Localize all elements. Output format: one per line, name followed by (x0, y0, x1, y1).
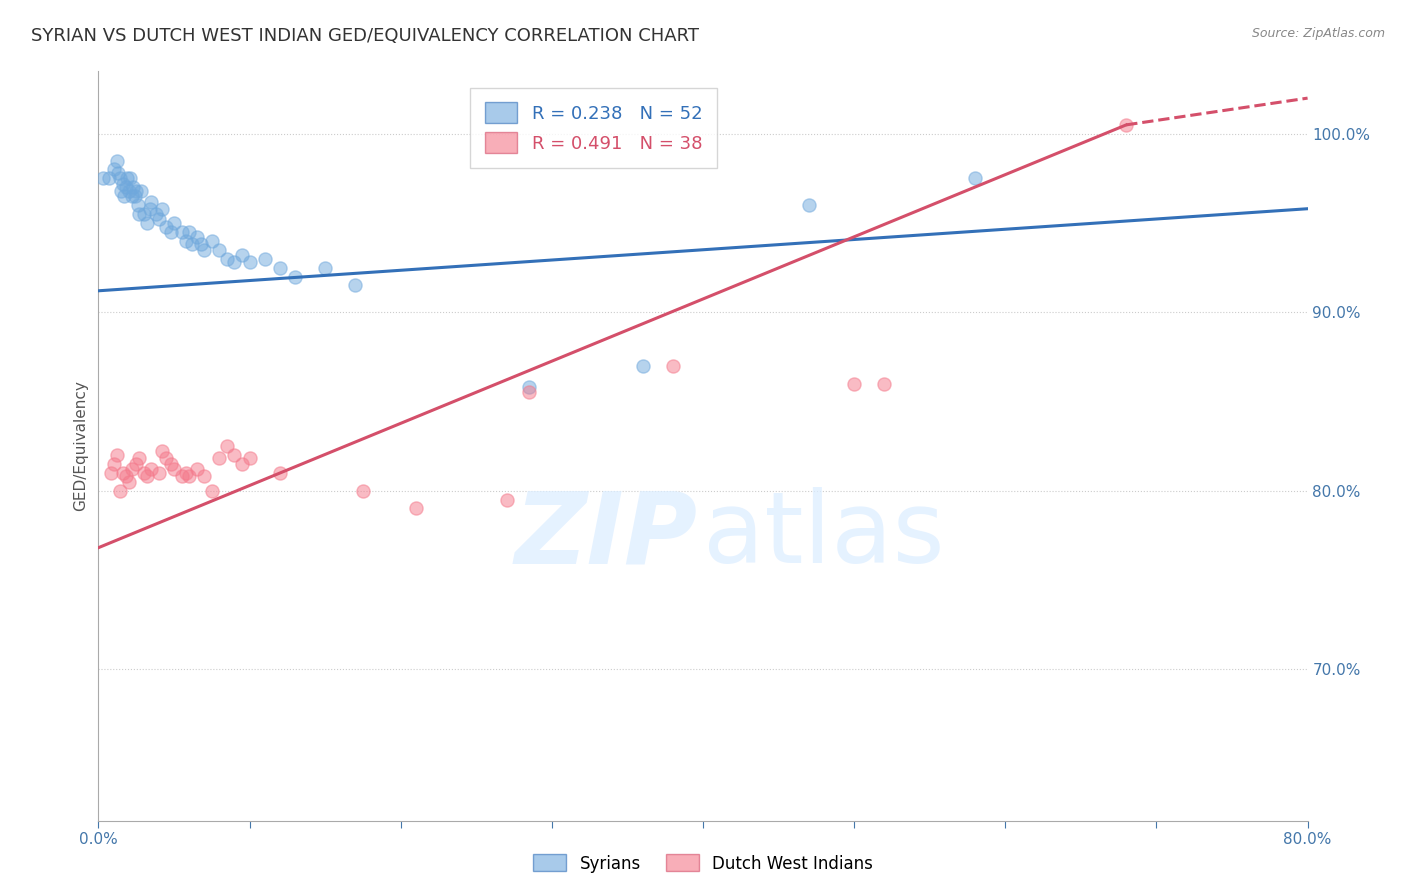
Text: ZIP: ZIP (515, 487, 697, 584)
Point (179, 225, 201, 239)
Point (150, 202, 173, 216)
Point (145, 207, 167, 221)
Text: atlas: atlas (703, 487, 945, 584)
Point (201, 483, 224, 498)
Point (517, 385, 540, 400)
Point (224, 448, 246, 462)
Point (124, 189, 146, 203)
Point (105, 153, 128, 168)
Point (155, 219, 177, 234)
Point (111, 466, 134, 480)
Point (344, 278, 367, 293)
Point (269, 466, 291, 480)
Text: SYRIAN VS DUTCH WEST INDIAN GED/EQUIVALENCY CORRELATION CHART: SYRIAN VS DUTCH WEST INDIAN GED/EQUIVALE… (31, 27, 699, 45)
Point (160, 457, 183, 471)
Point (129, 184, 152, 198)
Point (179, 469, 201, 483)
Point (121, 462, 143, 476)
Point (108, 171, 131, 186)
Point (128, 451, 150, 466)
Point (174, 466, 197, 480)
Point (181, 237, 204, 252)
Point (120, 171, 142, 186)
Point (190, 237, 212, 252)
Point (215, 439, 238, 453)
Point (231, 248, 253, 262)
Point (141, 194, 163, 209)
Point (100, 466, 122, 480)
Point (148, 466, 170, 480)
Point (114, 469, 136, 483)
Point (797, 198, 820, 212)
Point (110, 184, 132, 198)
Point (160, 225, 183, 239)
Point (269, 260, 291, 275)
Point (103, 457, 125, 471)
Point (661, 359, 683, 373)
Point (163, 462, 186, 476)
Point (224, 255, 246, 269)
Point (132, 207, 155, 221)
Point (631, 359, 654, 373)
Point (844, 376, 866, 391)
Y-axis label: GED/Equivalency: GED/Equivalency (73, 381, 89, 511)
Point (163, 216, 186, 230)
Point (170, 225, 193, 239)
Point (107, 166, 129, 180)
Legend: R = 0.238   N = 52, R = 0.491   N = 38: R = 0.238 N = 52, R = 0.491 N = 38 (470, 88, 717, 168)
Point (114, 180, 136, 194)
Text: Source: ZipAtlas.com: Source: ZipAtlas.com (1251, 27, 1385, 40)
Point (135, 216, 157, 230)
Point (91, 171, 114, 186)
Point (965, 171, 987, 186)
Point (125, 457, 148, 471)
Point (873, 376, 896, 391)
Point (239, 255, 262, 269)
Point (193, 243, 215, 257)
Point (239, 451, 262, 466)
Point (139, 202, 162, 216)
Point (208, 451, 231, 466)
Point (112, 189, 135, 203)
Point (186, 230, 208, 244)
Point (125, 184, 148, 198)
Point (122, 180, 145, 194)
Point (155, 451, 177, 466)
Point (127, 198, 149, 212)
Point (215, 252, 238, 266)
Point (105, 448, 128, 462)
Point (517, 380, 540, 394)
Point (148, 212, 170, 227)
Point (253, 252, 276, 266)
Point (314, 260, 336, 275)
Point (111, 177, 134, 191)
Point (98, 171, 121, 186)
Point (405, 501, 427, 516)
Point (150, 444, 173, 458)
Point (118, 184, 141, 198)
Point (121, 189, 143, 203)
Point (495, 492, 517, 507)
Point (193, 469, 215, 483)
Point (174, 234, 197, 248)
Legend: Syrians, Dutch West Indians: Syrians, Dutch West Indians (526, 847, 880, 880)
Point (132, 466, 155, 480)
Point (170, 469, 193, 483)
Point (141, 462, 163, 476)
Point (201, 234, 224, 248)
Point (352, 483, 374, 498)
Point (108, 483, 131, 498)
Point (115, 171, 138, 186)
Point (208, 243, 231, 257)
Point (103, 162, 125, 177)
Point (284, 269, 307, 284)
Point (128, 207, 150, 221)
Point (118, 475, 141, 489)
Point (231, 457, 253, 471)
Point (135, 469, 157, 483)
Point (186, 462, 208, 476)
Point (1115, 118, 1137, 132)
